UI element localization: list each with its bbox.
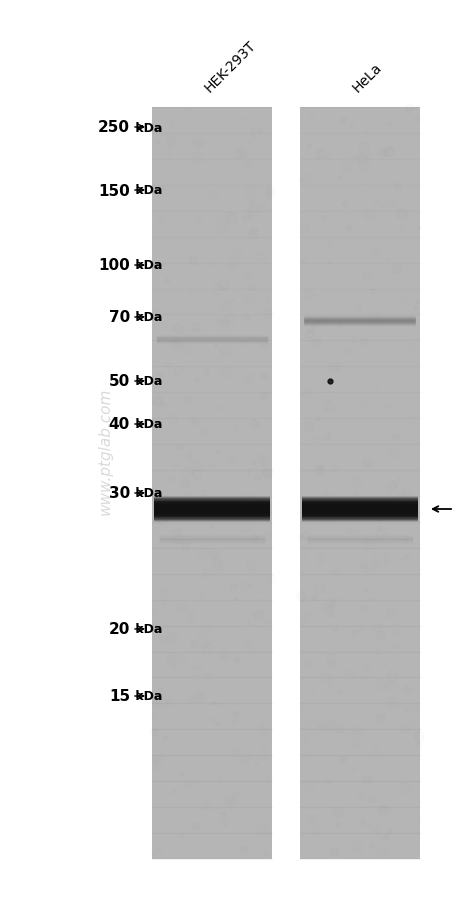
Text: kDa: kDa: [131, 690, 162, 703]
Text: HEK-293T: HEK-293T: [202, 38, 259, 95]
Text: 30: 30: [109, 486, 130, 501]
Text: 15: 15: [109, 689, 130, 704]
Text: 250: 250: [98, 120, 130, 135]
Text: kDa: kDa: [131, 375, 162, 388]
Text: 40: 40: [109, 417, 130, 432]
Bar: [300, 108, 420, 859]
Text: HeLa: HeLa: [350, 60, 385, 95]
Text: 50: 50: [109, 374, 130, 389]
Text: 70: 70: [109, 310, 130, 325]
Text: kDa: kDa: [131, 184, 162, 198]
Text: www.ptglab.com: www.ptglab.com: [97, 387, 112, 515]
Text: kDa: kDa: [131, 487, 162, 500]
Text: 20: 20: [109, 621, 130, 637]
Text: kDa: kDa: [131, 259, 162, 272]
Text: 150: 150: [98, 183, 130, 198]
Text: kDa: kDa: [131, 418, 162, 431]
Text: kDa: kDa: [131, 622, 162, 636]
Text: 100: 100: [98, 258, 130, 273]
Text: kDa: kDa: [131, 311, 162, 324]
Text: kDa: kDa: [131, 122, 162, 134]
Bar: [152, 108, 272, 859]
